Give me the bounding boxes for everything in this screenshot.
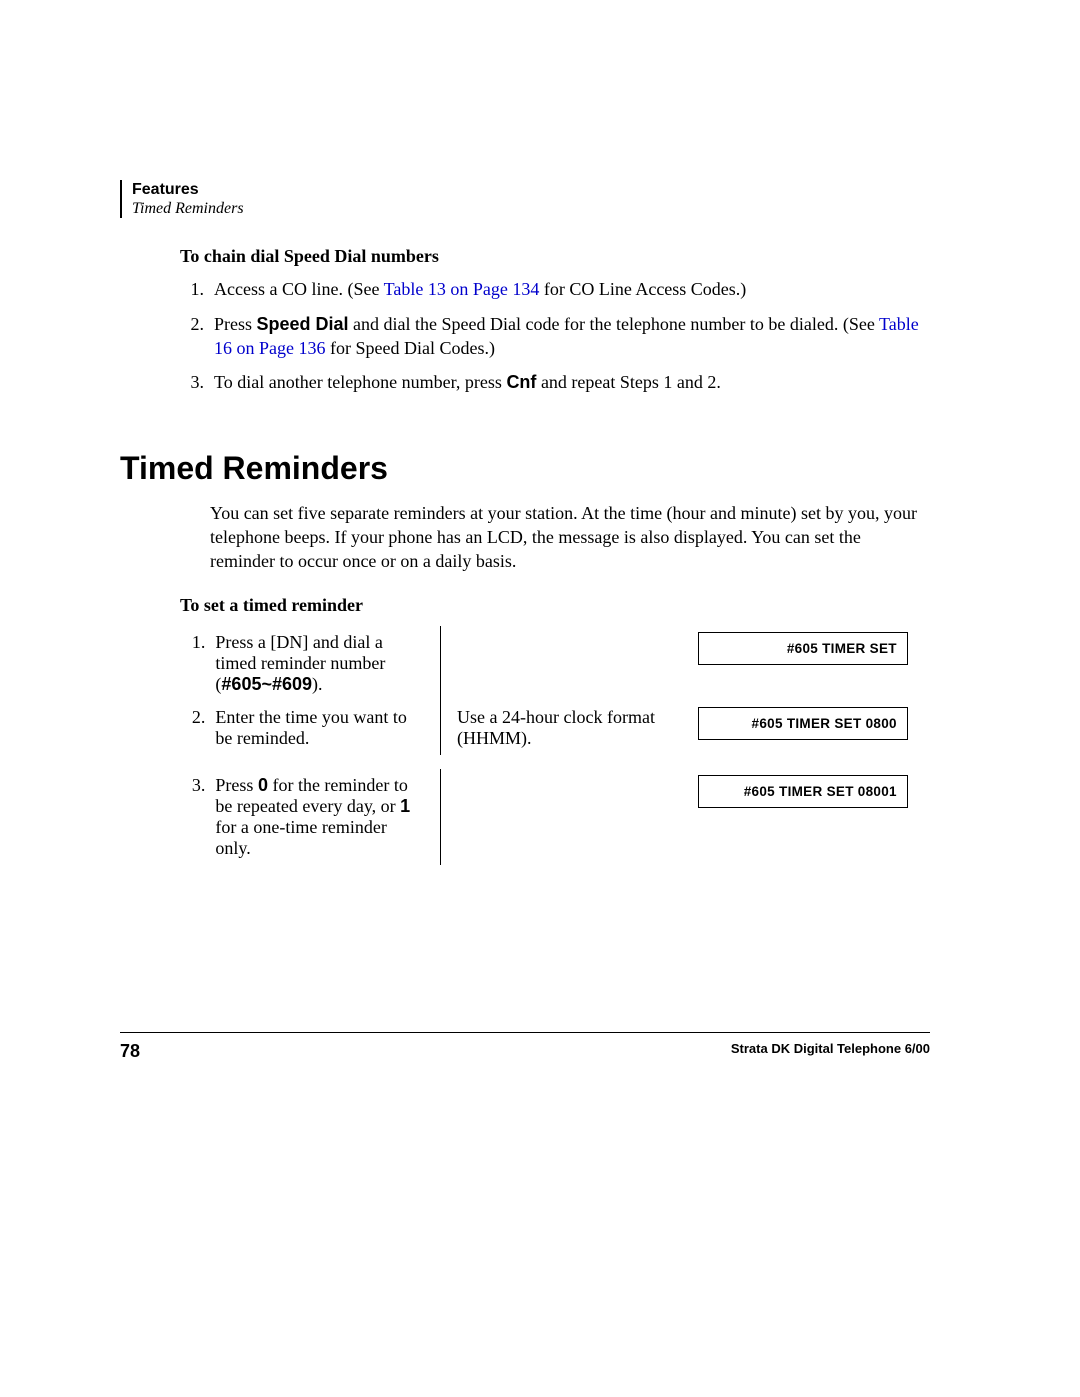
step-note — [441, 626, 670, 701]
step-number: 1. — [180, 626, 215, 701]
table-row: 2. Enter the time you want to be reminde… — [180, 701, 920, 755]
lcd-display: #605 TIMER SET — [698, 632, 908, 665]
step-action: Press a [DN] and dial a timed reminder n… — [215, 626, 440, 701]
header-section: Timed Reminders — [132, 199, 930, 218]
section-intro: You can set five separate reminders at y… — [210, 501, 930, 574]
section-heading: Timed Reminders — [120, 450, 930, 487]
list-number: 1. — [180, 277, 214, 301]
chain-dial-heading: To chain dial Speed Dial numbers — [180, 246, 930, 267]
list-number: 3. — [180, 370, 214, 394]
step-note — [441, 769, 670, 865]
step-action: Enter the time you want to be reminded. — [215, 701, 440, 755]
chain-dial-list: 1. Access a CO line. (See Table 13 on Pa… — [180, 277, 930, 394]
running-header: Features Timed Reminders — [120, 180, 930, 218]
footer-title: Strata DK Digital Telephone 6/00 — [731, 1041, 930, 1056]
page-footer: 78 Strata DK Digital Telephone 6/00 — [120, 1032, 930, 1062]
step-display: #605 TIMER SET 0800 — [670, 701, 920, 755]
step-display: #605 TIMER SET — [670, 626, 920, 701]
list-body: Press Speed Dial and dial the Speed Dial… — [214, 312, 930, 361]
button-label: Speed Dial — [257, 314, 349, 334]
list-item: 2. Press Speed Dial and dial the Speed D… — [180, 312, 930, 361]
page-number: 78 — [120, 1041, 140, 1062]
step-number: 2. — [180, 701, 215, 755]
header-chapter: Features — [132, 180, 930, 199]
list-number: 2. — [180, 312, 214, 361]
list-item: 3. To dial another telephone number, pre… — [180, 370, 930, 394]
step-number: 3. — [180, 769, 215, 865]
lcd-display: #605 TIMER SET 08001 — [698, 775, 908, 808]
list-body: To dial another telephone number, press … — [214, 370, 930, 394]
list-body: Access a CO line. (See Table 13 on Page … — [214, 277, 930, 301]
steps-table: 1. Press a [DN] and dial a timed reminde… — [180, 626, 920, 865]
list-item: 1. Access a CO line. (See Table 13 on Pa… — [180, 277, 930, 301]
step-display: #605 TIMER SET 08001 — [670, 769, 920, 865]
xref-link[interactable]: Table 13 on Page 134 — [384, 279, 540, 299]
code-range: #605~#609 — [221, 674, 312, 694]
step-action: Press 0 for the reminder to be repeated … — [215, 769, 440, 865]
document-page: Features Timed Reminders To chain dial S… — [120, 180, 930, 865]
step-note: Use a 24-hour clock format (HHMM). — [441, 701, 670, 755]
table-row: 3. Press 0 for the reminder to be repeat… — [180, 769, 920, 865]
key-label: 1 — [400, 796, 410, 816]
lcd-display: #605 TIMER SET 0800 — [698, 707, 908, 740]
key-label: 0 — [258, 775, 268, 795]
table-row: 1. Press a [DN] and dial a timed reminde… — [180, 626, 920, 701]
set-reminder-heading: To set a timed reminder — [180, 595, 930, 616]
button-label: Cnf — [506, 372, 536, 392]
